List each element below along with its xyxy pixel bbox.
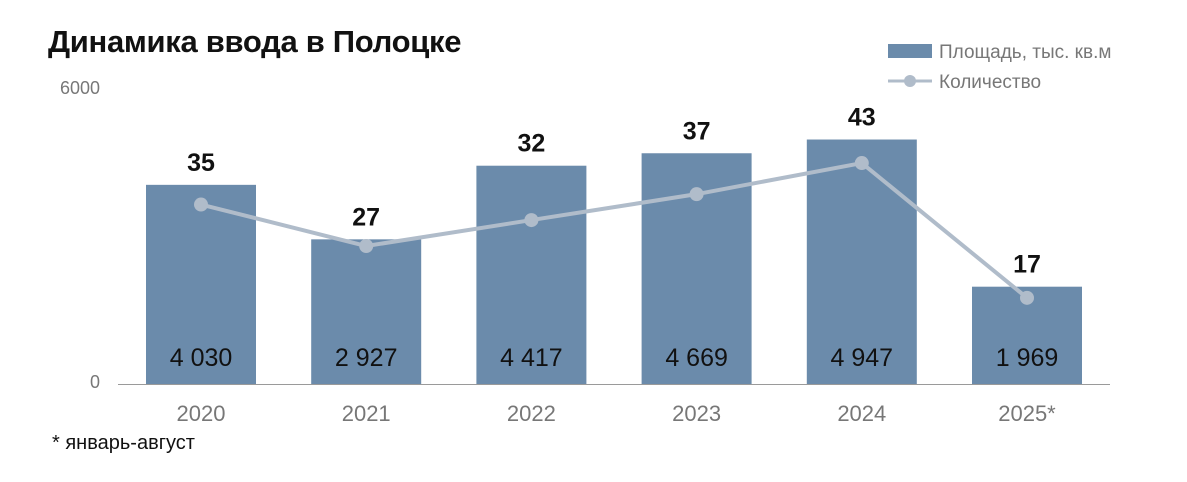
line-value-label: 27 <box>352 203 380 231</box>
line-point <box>689 187 704 202</box>
y-tick-label: 6000 <box>60 78 100 98</box>
bar <box>311 239 422 384</box>
x-tick-label: 2021 <box>342 401 391 426</box>
line-value-label: 37 <box>683 117 711 145</box>
bar <box>476 165 587 384</box>
line-series-path <box>200 161 1029 300</box>
legend-swatch-line-marker <box>904 75 916 87</box>
line-point <box>854 156 869 171</box>
line-point <box>524 213 539 228</box>
line-value-label: 35 <box>187 149 215 177</box>
chart-title: Динамика ввода в Полоцке <box>48 24 462 59</box>
bar-value-label: 4 669 <box>665 344 728 372</box>
footnote: * январь-август <box>52 432 195 454</box>
bar <box>806 139 917 384</box>
y-tick-label: 0 <box>90 372 100 392</box>
bar-value-label: 1 969 <box>996 344 1059 372</box>
line-point <box>359 239 374 254</box>
legend-swatch-bars <box>888 44 932 58</box>
x-tick-label: 2025* <box>998 401 1056 426</box>
bar-value-label: 2 927 <box>335 344 398 372</box>
x-tick-label: 2020 <box>177 401 226 426</box>
x-tick-label: 2022 <box>507 401 556 426</box>
line-point <box>1020 290 1034 305</box>
line-value-label: 17 <box>1013 251 1041 279</box>
line-point <box>194 197 208 212</box>
bar <box>146 184 256 384</box>
bar-value-label: 4 947 <box>831 344 894 372</box>
bar-value-label: 4 417 <box>500 344 563 372</box>
line-value-label: 32 <box>517 130 545 158</box>
x-tick-label: 2023 <box>672 401 721 426</box>
legend-label-bars: Площадь, тыс. кв.м <box>939 42 1111 63</box>
line-value-label: 43 <box>848 104 876 132</box>
legend-label-line: Количество <box>939 72 1041 93</box>
bar-value-label: 4 030 <box>170 344 233 372</box>
x-tick-label: 2024 <box>837 401 886 426</box>
